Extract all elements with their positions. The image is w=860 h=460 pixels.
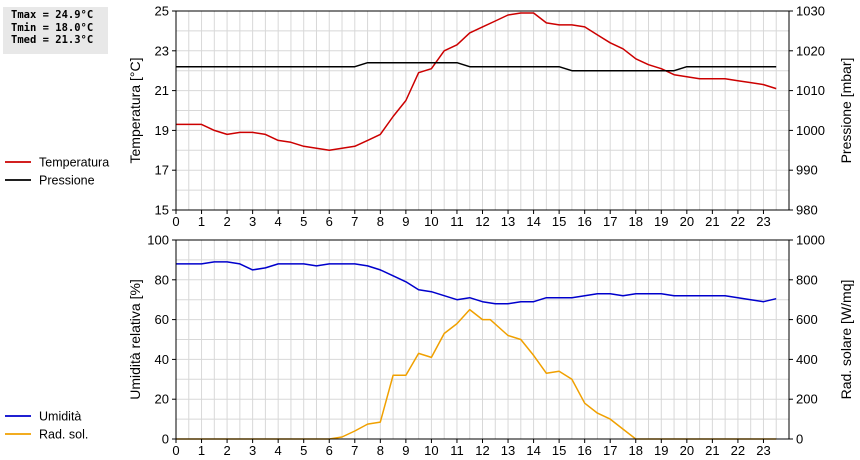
temp-x-tick-label: 2: [223, 214, 230, 229]
temp-x-tick-label: 7: [351, 214, 358, 229]
temp-x-tick-label: 12: [475, 214, 489, 229]
hum-x-tick-label: 2: [223, 443, 230, 458]
hum-x-tick-label: 9: [402, 443, 409, 458]
hum-x-tick-label: 16: [577, 443, 591, 458]
temp-left-tick-label: 23: [155, 43, 169, 58]
temp-left-tick-label: 15: [155, 203, 169, 218]
temp-series-1-line: [176, 61, 777, 72]
temp-x-tick-label: 1: [198, 214, 205, 229]
hum-right-tick-label: 200: [796, 392, 818, 407]
hum-x-tick-label: 15: [552, 443, 566, 458]
hum-x-tick-label: 12: [475, 443, 489, 458]
hum-right-axis-label: Rad. solare [W/mq]: [838, 280, 854, 400]
hum-left-tick-label: 100: [147, 233, 169, 248]
temp-right-tick-label: 1030: [796, 4, 825, 19]
temp-series-0-line: [176, 12, 777, 152]
hum-x-tick-label: 18: [629, 443, 643, 458]
hum-legend-label-1: Rad. sol.: [39, 428, 88, 442]
temp-right-tick-label: 980: [796, 203, 818, 218]
hum-x-tick-label: 7: [351, 443, 358, 458]
hum-series-0-line: [176, 261, 777, 305]
hum-x-tick-label: 23: [756, 443, 770, 458]
hum-x-tick-label: 20: [680, 443, 694, 458]
hum-left-axis-label: Umidità relativa [%]: [127, 279, 143, 400]
hum-legend-label-0: Umidità: [39, 410, 81, 424]
stats-box: Tmax = 24.9°C Tmin = 18.0°C Tmed = 21.3°…: [3, 7, 108, 54]
hum-right-tick-label: 800: [796, 272, 818, 287]
temp-x-tick-label: 19: [654, 214, 668, 229]
temp-x-tick-label: 17: [603, 214, 617, 229]
temp-x-tick-label: 22: [731, 214, 745, 229]
hum-x-tick-label: 5: [300, 443, 307, 458]
temp-x-tick-label: 8: [377, 214, 384, 229]
temp-x-tick-label: 5: [300, 214, 307, 229]
temp-x-tick-label: 20: [680, 214, 694, 229]
temp-right-tick-label: 1010: [796, 83, 825, 98]
temp-x-tick-label: 16: [577, 214, 591, 229]
temp-x-tick-label: 10: [424, 214, 438, 229]
hum-x-tick-label: 13: [501, 443, 515, 458]
temp-right-tick-label: 1000: [796, 123, 825, 138]
tmin-text: Tmin = 18.0°C: [11, 21, 94, 34]
temp-x-tick-label: 6: [326, 214, 333, 229]
temp-left-tick-label: 17: [155, 163, 169, 178]
hum-x-tick-label: 1: [198, 443, 205, 458]
hum-left-tick-label: 80: [155, 272, 169, 287]
hum-right-tick-label: 600: [796, 312, 818, 327]
temp-x-tick-label: 3: [249, 214, 256, 229]
temp-x-tick-label: 23: [756, 214, 770, 229]
temp-left-axis-label: Temperatura [°C]: [127, 58, 143, 164]
temp-right-axis-label: Pressione [mbar]: [838, 58, 854, 164]
hum-x-tick-label: 19: [654, 443, 668, 458]
temp-right-tick-label: 990: [796, 163, 818, 178]
hum-left-tick-label: 20: [155, 392, 169, 407]
hum-x-tick-label: 4: [275, 443, 282, 458]
temp-x-tick-label: 4: [275, 214, 282, 229]
tmax-text: Tmax = 24.9°C: [11, 9, 94, 21]
hum-right-tick-label: 0: [796, 432, 803, 447]
tmed-text: Tmed = 21.3°C: [11, 34, 94, 46]
temp-left-tick-label: 19: [155, 123, 169, 138]
temp-right-tick-label: 1020: [796, 43, 825, 58]
hum-left-tick-label: 40: [155, 352, 169, 367]
temp-x-tick-label: 15: [552, 214, 566, 229]
temp-x-tick-label: 18: [629, 214, 643, 229]
temp-x-tick-label: 9: [402, 214, 409, 229]
temp-legend-label-0: Temperatura: [39, 156, 109, 170]
hum-x-tick-label: 8: [377, 443, 384, 458]
temp-left-tick-label: 21: [155, 83, 169, 98]
hum-x-tick-label: 0: [172, 443, 179, 458]
temp-x-tick-label: 14: [526, 214, 540, 229]
hum-x-tick-label: 21: [705, 443, 719, 458]
hum-x-tick-label: 17: [603, 443, 617, 458]
temp-x-tick-label: 11: [450, 214, 464, 229]
temp-left-tick-label: 25: [155, 4, 169, 19]
hum-x-tick-label: 6: [326, 443, 333, 458]
hum-x-tick-label: 14: [526, 443, 540, 458]
hum-left-tick-label: 0: [162, 432, 169, 447]
temp-x-tick-label: 21: [705, 214, 719, 229]
hum-x-tick-label: 3: [249, 443, 256, 458]
hum-x-tick-label: 22: [731, 443, 745, 458]
hum-x-tick-label: 11: [450, 443, 464, 458]
temp-x-tick-label: 13: [501, 214, 515, 229]
hum-right-tick-label: 1000: [796, 233, 825, 248]
hum-x-tick-label: 10: [424, 443, 438, 458]
hum-right-tick-label: 400: [796, 352, 818, 367]
temp-x-tick-label: 0: [172, 214, 179, 229]
temp-legend-label-1: Pressione: [39, 174, 95, 188]
hum-left-tick-label: 60: [155, 312, 169, 327]
